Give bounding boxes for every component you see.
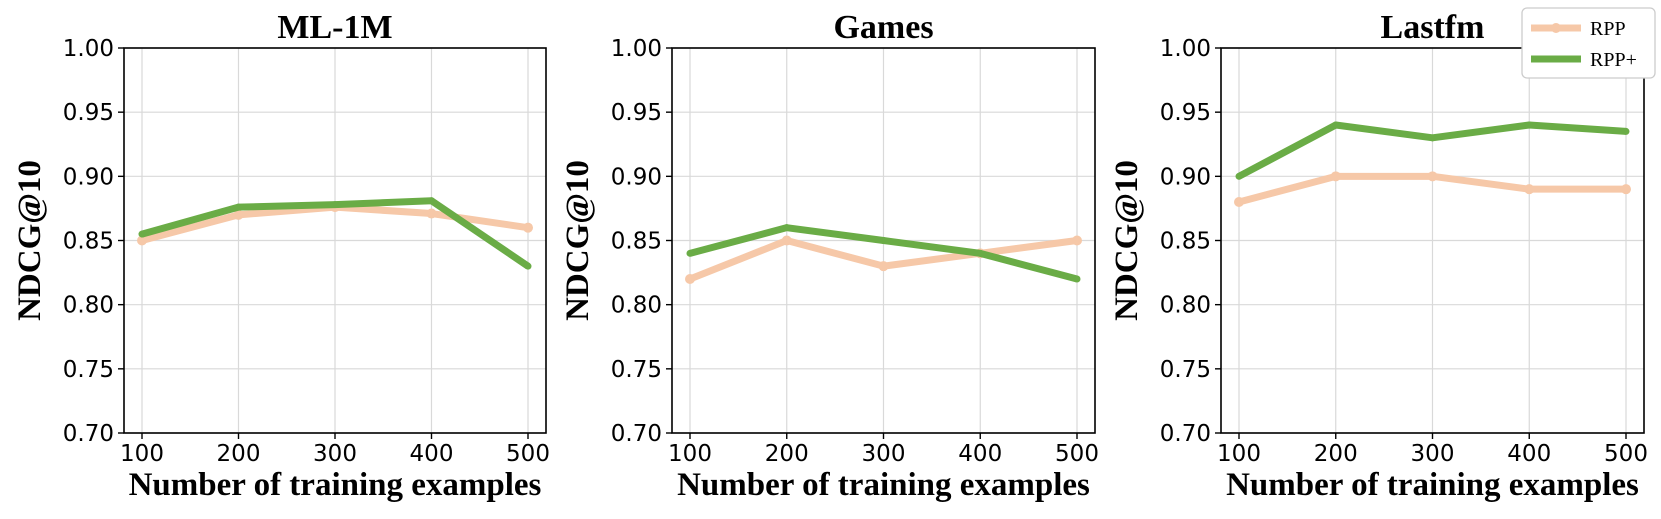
data-point-rpp [1072, 235, 1082, 246]
data-point-rpp [233, 209, 244, 220]
chart-panel-0: 0.70 0.75 0.80 0.85 0.90 0.95 1.00 100 200 300 400… [12, 9, 550, 503]
x-tick-label: 100 [120, 441, 164, 467]
data-point-rpp-plus [783, 224, 791, 232]
data-point-rpp-plus [1622, 127, 1630, 135]
legend-marker-rpp-plus [1552, 55, 1560, 63]
legend-label-rpp-plus: RPP+ [1590, 49, 1637, 71]
data-point-rpp-plus [1429, 134, 1436, 142]
x-tick-label: 100 [668, 441, 712, 467]
y-axis-label: NDCG@10 [1109, 160, 1145, 321]
x-axis-label: Number of training examples [677, 467, 1090, 503]
x-tick-label: 500 [1604, 441, 1648, 467]
y-axis-label: NDCG@10 [12, 160, 48, 321]
x-tick-label: 500 [1055, 441, 1099, 467]
x-tick-label: 400 [410, 441, 454, 467]
data-point-rpp-plus [1525, 121, 1533, 129]
y-tick-label: 1.00 [63, 36, 114, 62]
x-axis-label: Number of training examples [129, 467, 542, 503]
y-tick-label: 0.95 [611, 100, 662, 126]
x-axis-label: Number of training examples [1226, 467, 1639, 503]
y-tick-label: 0.90 [1160, 164, 1211, 190]
data-point-rpp-plus [1332, 121, 1340, 129]
y-tick-label: 0.75 [63, 357, 114, 383]
x-tick-label: 300 [313, 441, 357, 467]
x-tick-label: 400 [958, 441, 1002, 467]
x-tick-label: 500 [506, 441, 550, 467]
y-tick-label: 0.75 [611, 357, 662, 383]
data-point-rpp [426, 208, 437, 219]
x-tick-label: 200 [217, 441, 261, 467]
y-tick-label: 0.80 [1160, 293, 1211, 319]
y-tick-label: 0.90 [63, 164, 114, 190]
x-tick-label: 200 [1314, 441, 1358, 467]
data-point-rpp-plus [686, 249, 694, 257]
data-point-rpp-plus [428, 197, 435, 205]
data-point-rpp [1427, 171, 1438, 182]
data-point-rpp-plus [976, 249, 984, 257]
x-tick-label: 300 [862, 441, 906, 467]
data-point-rpp [1330, 171, 1341, 182]
x-tick-label: 300 [1411, 441, 1455, 467]
y-tick-label: 0.95 [63, 100, 114, 126]
y-tick-label: 0.95 [1160, 100, 1211, 126]
legend: RPP RPP+ [1521, 7, 1656, 79]
y-tick-label: 0.70 [611, 421, 662, 447]
chart-title: ML-1M [277, 9, 392, 46]
y-tick-label: 0.85 [611, 229, 662, 255]
y-tick-label: 0.85 [1160, 229, 1211, 255]
y-tick-label: 0.90 [611, 164, 662, 190]
data-point-rpp-plus [138, 230, 146, 238]
data-point-rpp [523, 222, 533, 233]
data-point-rpp [1524, 184, 1535, 195]
data-point-rpp [685, 274, 695, 284]
y-tick-label: 1.00 [1160, 36, 1211, 62]
data-point-rpp-plus [331, 201, 339, 209]
legend-label-rpp: RPP [1590, 18, 1626, 40]
y-axis-label: NDCG@10 [560, 160, 596, 321]
x-tick-label: 100 [1217, 441, 1261, 467]
legend-marker-rpp [1551, 23, 1561, 33]
chart-title: Games [833, 9, 933, 46]
data-point-rpp [781, 235, 792, 246]
data-point-rpp-plus [1235, 172, 1243, 180]
data-point-rpp-plus [235, 203, 242, 211]
y-tick-label: 0.70 [1160, 421, 1211, 447]
data-point-rpp-plus [1073, 275, 1081, 283]
data-point-rpp-plus [524, 262, 532, 270]
x-tick-label: 200 [765, 441, 809, 467]
y-tick-label: 0.85 [63, 229, 114, 255]
data-point-rpp [878, 261, 889, 272]
chart-panel-1: 0.70 0.75 0.80 0.85 0.90 0.95 1.00 100 200 300 400… [560, 9, 1099, 503]
y-tick-label: 0.80 [611, 293, 662, 319]
data-point-rpp [137, 235, 147, 246]
data-point-rpp-plus [880, 237, 887, 244]
data-point-rpp [1234, 197, 1244, 207]
y-tick-label: 0.75 [1160, 357, 1211, 383]
x-tick-label: 400 [1507, 441, 1551, 467]
chart-title: Lastfm [1381, 9, 1485, 46]
chart-panel-2: 0.70 0.75 0.80 0.85 0.90 0.95 1.00 100 200 300 400… [1109, 9, 1648, 503]
y-tick-label: 1.00 [611, 36, 662, 62]
y-tick-label: 0.80 [63, 293, 114, 319]
data-point-rpp [1621, 184, 1631, 195]
y-tick-label: 0.70 [63, 421, 114, 447]
